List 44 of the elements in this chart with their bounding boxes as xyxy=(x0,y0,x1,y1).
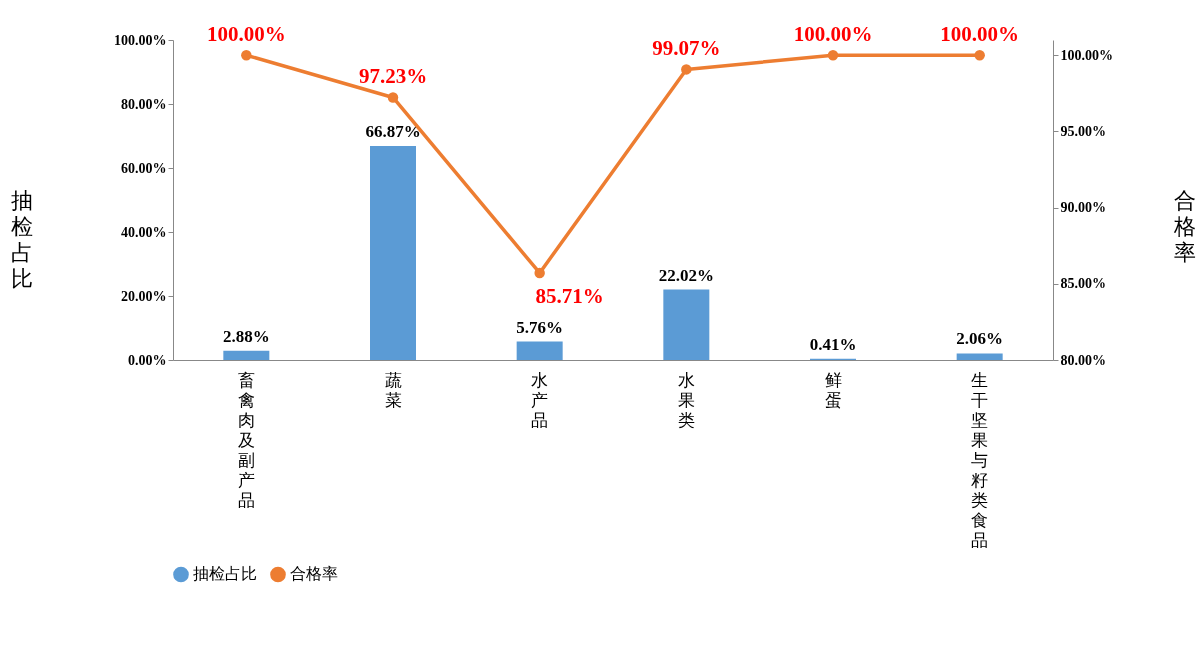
x-tick-label: 水果类 xyxy=(677,370,695,430)
point xyxy=(534,267,545,279)
point xyxy=(241,50,252,61)
point xyxy=(974,50,985,61)
legend-label: 合格率 xyxy=(290,565,338,583)
category-label: 生干坚果与籽类食品 xyxy=(971,370,989,550)
bar xyxy=(223,350,270,360)
bar xyxy=(956,353,1003,360)
y2-tick-label: 85.00% xyxy=(1060,276,1106,292)
point xyxy=(681,64,692,75)
bar xyxy=(516,341,563,360)
bar xyxy=(663,289,710,360)
y-tick-label: 60.00% xyxy=(121,160,167,176)
legend-label: 抽检占比 xyxy=(193,565,257,583)
y-tick-label: 40.00% xyxy=(121,224,167,240)
point xyxy=(387,92,399,103)
y2-tick-label: 80.00% xyxy=(1060,352,1106,368)
data-label: 5.76% xyxy=(516,317,564,337)
y-tick-label: 100.00% xyxy=(114,32,167,48)
data-label: 100.00% xyxy=(206,22,286,47)
data-label: 99.07% xyxy=(652,36,721,61)
y-tick-label: 20.00% xyxy=(121,288,167,304)
x-tick-label: 鲜蛋 xyxy=(824,370,842,410)
data-label: 97.23% xyxy=(358,64,428,89)
x-tick-label: 水产品 xyxy=(531,370,549,430)
data-label: 0.41% xyxy=(809,334,857,354)
x-tick-label: 蔬菜 xyxy=(384,370,402,410)
data-label: 85.71% xyxy=(535,283,604,308)
data-label: 2.88% xyxy=(222,326,270,346)
data-label: 2.06% xyxy=(956,329,1004,349)
x-tick-label: 畜禽肉及副产品 xyxy=(237,370,255,510)
y-axis-title: 抽检占比 xyxy=(11,187,33,291)
data-label: 22.02% xyxy=(658,265,714,285)
data-label: 100.00% xyxy=(940,22,1020,47)
y2-tick-label: 90.00% xyxy=(1060,200,1106,216)
data-label: 100.00% xyxy=(793,22,873,47)
point xyxy=(827,50,839,61)
bar xyxy=(370,146,416,360)
data-label: 66.87% xyxy=(365,122,421,142)
y2-axis-title: 合格率 xyxy=(1173,187,1196,265)
y2-tick-label: 95.00% xyxy=(1060,123,1106,139)
y-tick-label: 80.00% xyxy=(121,96,167,112)
y-tick-label: 0.00% xyxy=(128,352,167,368)
y2-tick-label: 100.00% xyxy=(1060,47,1113,63)
